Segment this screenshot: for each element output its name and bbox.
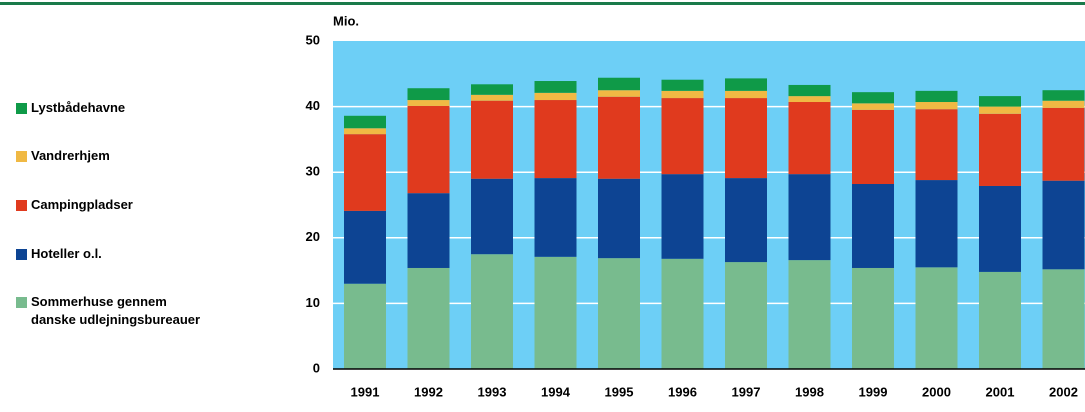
bar-segment: [661, 79, 704, 91]
x-tick-label: 1995: [605, 384, 634, 399]
bar-segment: [915, 267, 958, 369]
plot-background: [333, 41, 1085, 369]
legend-swatch: [16, 200, 27, 211]
y-tick-label: 30: [306, 164, 320, 179]
legend-swatch: [16, 103, 27, 114]
bar-segment: [979, 113, 1021, 186]
y-tick-label: 50: [306, 32, 320, 47]
bar-segment: [788, 96, 831, 103]
bar-segment: [979, 271, 1021, 369]
y-axis-label: Mio.: [333, 13, 359, 28]
bar-segment: [534, 256, 577, 369]
bar-segment: [598, 77, 640, 91]
bar-segment: [344, 210, 386, 284]
bar-segment: [852, 109, 894, 185]
bar-segment: [1042, 107, 1085, 181]
bar-segment: [344, 128, 386, 135]
y-tick-label: 0: [313, 360, 320, 375]
x-tick-label: 2000: [922, 384, 951, 399]
bar-segment: [979, 106, 1021, 114]
y-tick-label: 10: [306, 295, 320, 310]
bar-segment: [534, 100, 577, 179]
bar-segment: [407, 193, 450, 268]
bar-segment: [534, 92, 577, 101]
bar-segment: [788, 260, 831, 369]
bar-segment: [344, 134, 386, 211]
bar-segment: [407, 105, 450, 194]
legend-label: Sommerhuse gennem danske udlejningsburea…: [31, 294, 201, 327]
bar-segment: [725, 262, 767, 369]
legend-label: Vandrerhjem: [31, 148, 110, 163]
bar-segment: [534, 81, 577, 93]
bar-segment: [979, 96, 1021, 107]
bar-segment: [725, 78, 767, 91]
legend-label: Lystbådehavne: [31, 100, 126, 115]
x-tick-label: 2002: [1049, 384, 1078, 399]
bar-segment: [471, 100, 513, 179]
bar-segment: [661, 174, 704, 259]
legend-swatch: [16, 151, 27, 162]
bar-segment: [344, 115, 386, 129]
legend-swatch: [16, 297, 27, 308]
bar-segment: [598, 258, 640, 369]
x-tick-label: 2001: [986, 384, 1015, 399]
bar-segment: [471, 254, 513, 369]
bar-segment: [788, 84, 831, 97]
bar-segment: [471, 84, 513, 95]
x-tick-label: 1992: [414, 384, 443, 399]
bar-segment: [788, 102, 831, 175]
x-tick-label: 1998: [795, 384, 824, 399]
bar-segment: [471, 94, 513, 101]
bar-segment: [598, 96, 640, 179]
x-tick-label: 1991: [351, 384, 380, 399]
bar-segment: [852, 92, 894, 104]
bar-segment: [1042, 269, 1085, 369]
legend-label: Campingpladser: [31, 197, 133, 212]
x-tick-label: 1993: [478, 384, 507, 399]
bar-segment: [344, 283, 386, 369]
x-tick-label: 1994: [541, 384, 571, 399]
bar-segment: [534, 178, 577, 257]
bar-segment: [852, 267, 894, 369]
bar-segment: [661, 90, 704, 99]
bar-segment: [598, 178, 640, 259]
x-tick-label: 1997: [732, 384, 761, 399]
bar-segment: [1042, 180, 1085, 270]
bar-segment: [915, 90, 958, 103]
bar-segment: [979, 185, 1021, 272]
bar-segment: [407, 267, 450, 369]
bar-segment: [598, 90, 640, 97]
bar-segment: [661, 258, 704, 369]
bar-segment: [852, 103, 894, 110]
bar-segment: [471, 178, 513, 255]
y-tick-label: 20: [306, 229, 320, 244]
y-tick-label: 40: [306, 98, 320, 113]
bar-segment: [915, 109, 958, 181]
bar-segment: [1042, 100, 1085, 108]
bar-segment: [725, 178, 767, 263]
bar-segment: [852, 184, 894, 268]
bar-segment: [661, 98, 704, 175]
bar-segment: [407, 88, 450, 101]
bar-segment: [1042, 90, 1085, 101]
bar-segment: [915, 180, 958, 268]
bar-segment: [725, 90, 767, 99]
legend-swatch: [16, 249, 27, 260]
bar-segment: [725, 98, 767, 179]
x-tick-label: 1999: [859, 384, 888, 399]
legend-label: Hoteller o.l.: [31, 246, 102, 261]
bar-segment: [915, 102, 958, 110]
x-tick-label: 1996: [668, 384, 697, 399]
bar-segment: [788, 174, 831, 261]
top-rule: [0, 2, 1085, 5]
bar-segment: [407, 100, 450, 106]
